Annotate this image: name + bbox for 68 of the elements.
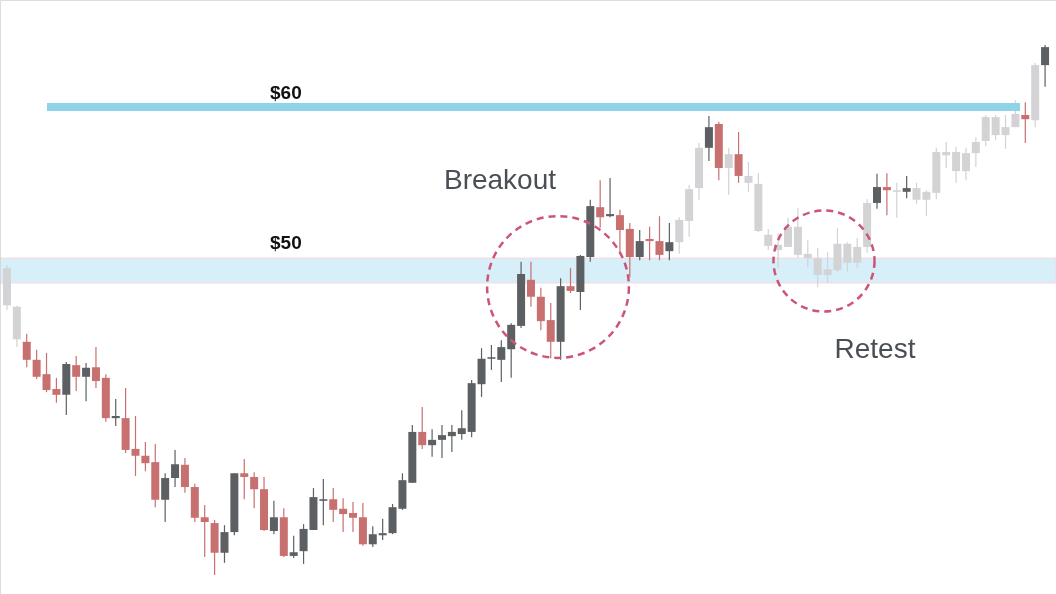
candlestick (744, 161, 753, 193)
candlestick (902, 175, 911, 199)
candlestick (91, 346, 100, 389)
candlestick (971, 136, 980, 168)
candlestick (942, 141, 951, 169)
candlestick (200, 504, 209, 558)
candlestick (734, 131, 743, 184)
candlestick (220, 524, 229, 564)
candlestick (269, 500, 278, 535)
candlestick (645, 226, 654, 261)
candlestick (635, 229, 644, 261)
annotation: $60 (270, 82, 302, 103)
candlestick (981, 114, 990, 147)
candlestick (22, 333, 31, 368)
candlestick (1021, 101, 1030, 144)
candlestick (418, 406, 427, 450)
candlestick (32, 349, 41, 380)
candlestick (319, 478, 328, 526)
candlestick (161, 472, 170, 523)
candlestick (240, 458, 249, 500)
band-label: $50 (270, 232, 302, 254)
candlestick (655, 215, 664, 261)
candlestick (428, 428, 437, 458)
candlestick (784, 217, 793, 248)
candlestick (961, 147, 970, 181)
candlestick (111, 398, 120, 427)
candlestick (141, 441, 150, 472)
candlestick (378, 518, 387, 541)
candlestick (437, 424, 446, 459)
candlestick (526, 261, 535, 308)
candlestick (289, 535, 298, 559)
candlestick (675, 216, 684, 255)
candlestick (131, 415, 140, 477)
candlestick (566, 267, 575, 294)
candlestick (764, 228, 773, 251)
candlestick (892, 182, 901, 219)
candlestick (368, 525, 377, 548)
candlestick (813, 247, 822, 288)
candlestick (596, 179, 605, 229)
candlestick (991, 114, 1000, 141)
candlestick (447, 424, 456, 453)
candlestick (250, 471, 259, 509)
candlestick (615, 209, 624, 253)
annotation: Retest (834, 333, 916, 364)
candlestick (803, 239, 812, 268)
candlestick (665, 222, 674, 261)
candlestick (171, 449, 180, 488)
candlestick (487, 344, 496, 371)
candlestick (180, 457, 189, 494)
candlestick (952, 146, 961, 184)
candlestick (843, 241, 852, 273)
candlestick (704, 115, 713, 162)
candlestick (873, 173, 881, 210)
candlestick (349, 501, 358, 533)
candlestick (82, 362, 91, 402)
candlestick (606, 177, 615, 218)
candlestick (882, 172, 891, 216)
candlestick (497, 339, 506, 383)
candlestick (1041, 44, 1050, 88)
candlestick (329, 487, 338, 523)
candlestick (457, 409, 466, 441)
candlestick (72, 355, 81, 392)
candlestick (339, 497, 348, 533)
candlestick (853, 237, 862, 269)
candlestick (1001, 114, 1010, 150)
annotation: Breakout (443, 164, 557, 195)
candlestick (546, 302, 555, 359)
candlestick (724, 147, 733, 196)
